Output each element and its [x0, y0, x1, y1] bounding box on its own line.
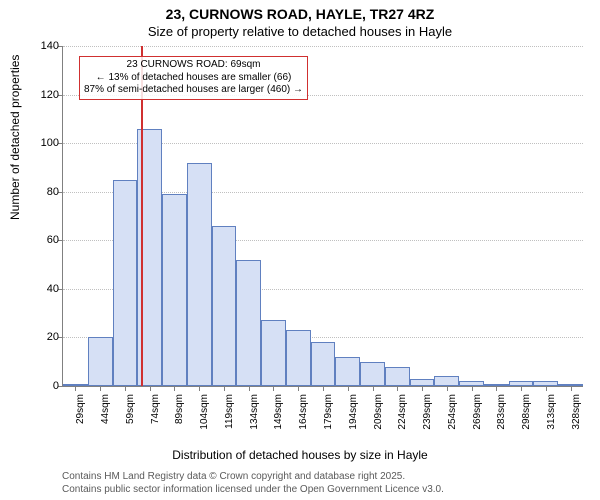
x-axis-label: Distribution of detached houses by size … [0, 448, 600, 462]
ytick-label: 80 [47, 186, 59, 198]
xtick-label: 179sqm [323, 394, 334, 434]
histogram-bar [311, 342, 336, 386]
xtick-mark [447, 386, 448, 391]
xtick-mark [348, 386, 349, 391]
ytick-label: 60 [47, 234, 59, 246]
xtick-mark [496, 386, 497, 391]
histogram-bar [162, 194, 187, 386]
xtick-mark [199, 386, 200, 391]
xtick-label: 29sqm [75, 394, 86, 434]
xtick-label: 164sqm [298, 394, 309, 434]
annotation-line: 87% of semi-detached houses are larger (… [84, 84, 303, 97]
chart-container: 23, CURNOWS ROAD, HAYLE, TR27 4RZ Size o… [0, 0, 600, 500]
xtick-mark [100, 386, 101, 391]
chart-title: 23, CURNOWS ROAD, HAYLE, TR27 4RZ [0, 6, 600, 22]
xtick-mark [224, 386, 225, 391]
xtick-label: 149sqm [273, 394, 284, 434]
plot-area: 02040608010012014029sqm44sqm59sqm74sqm89… [62, 46, 583, 387]
histogram-bar [88, 337, 113, 386]
xtick-mark [571, 386, 572, 391]
xtick-mark [373, 386, 374, 391]
xtick-label: 298sqm [521, 394, 532, 434]
histogram-bar [410, 379, 435, 386]
histogram-bar [236, 260, 261, 386]
xtick-label: 119sqm [224, 394, 235, 434]
histogram-bar [434, 376, 459, 386]
histogram-bar [360, 362, 385, 386]
annotation-box: 23 CURNOWS ROAD: 69sqm← 13% of detached … [79, 56, 308, 100]
histogram-bar [113, 180, 138, 386]
xtick-mark [150, 386, 151, 391]
xtick-label: 104sqm [199, 394, 210, 434]
ytick-label: 20 [47, 331, 59, 343]
ytick-label: 0 [53, 380, 59, 392]
ytick-label: 40 [47, 283, 59, 295]
xtick-label: 239sqm [422, 394, 433, 434]
xtick-label: 224sqm [397, 394, 408, 434]
xtick-mark [422, 386, 423, 391]
xtick-mark [75, 386, 76, 391]
xtick-mark [546, 386, 547, 391]
xtick-label: 313sqm [546, 394, 557, 434]
annotation-line: 23 CURNOWS ROAD: 69sqm [84, 59, 303, 72]
annotation-line: ← 13% of detached houses are smaller (66… [84, 72, 303, 85]
xtick-label: 209sqm [373, 394, 384, 434]
footer-text: Contains HM Land Registry data © Crown c… [62, 471, 444, 496]
xtick-mark [298, 386, 299, 391]
xtick-mark [521, 386, 522, 391]
xtick-mark [249, 386, 250, 391]
xtick-label: 328sqm [571, 394, 582, 434]
xtick-mark [472, 386, 473, 391]
xtick-mark [174, 386, 175, 391]
xtick-mark [397, 386, 398, 391]
ytick-label: 100 [41, 137, 59, 149]
histogram-bar [187, 163, 212, 386]
xtick-label: 44sqm [100, 394, 111, 434]
xtick-mark [323, 386, 324, 391]
xtick-label: 283sqm [496, 394, 507, 434]
histogram-bar [286, 330, 311, 386]
xtick-label: 269sqm [472, 394, 483, 434]
ytick-label: 120 [41, 89, 59, 101]
xtick-label: 254sqm [447, 394, 458, 434]
xtick-label: 59sqm [125, 394, 136, 434]
xtick-label: 74sqm [150, 394, 161, 434]
footer-line-1: Contains HM Land Registry data © Crown c… [62, 471, 444, 484]
chart-subtitle: Size of property relative to detached ho… [0, 24, 600, 39]
footer-line-2: Contains public sector information licen… [62, 484, 444, 497]
xtick-label: 134sqm [249, 394, 260, 434]
xtick-mark [273, 386, 274, 391]
xtick-label: 89sqm [174, 394, 185, 434]
histogram-bar [261, 320, 286, 386]
ytick-label: 140 [41, 40, 59, 52]
xtick-mark [125, 386, 126, 391]
histogram-bar [385, 367, 410, 386]
xtick-label: 194sqm [348, 394, 359, 434]
histogram-bar [212, 226, 237, 386]
histogram-bar [335, 357, 360, 386]
y-axis-label: Number of detached properties [8, 55, 22, 220]
